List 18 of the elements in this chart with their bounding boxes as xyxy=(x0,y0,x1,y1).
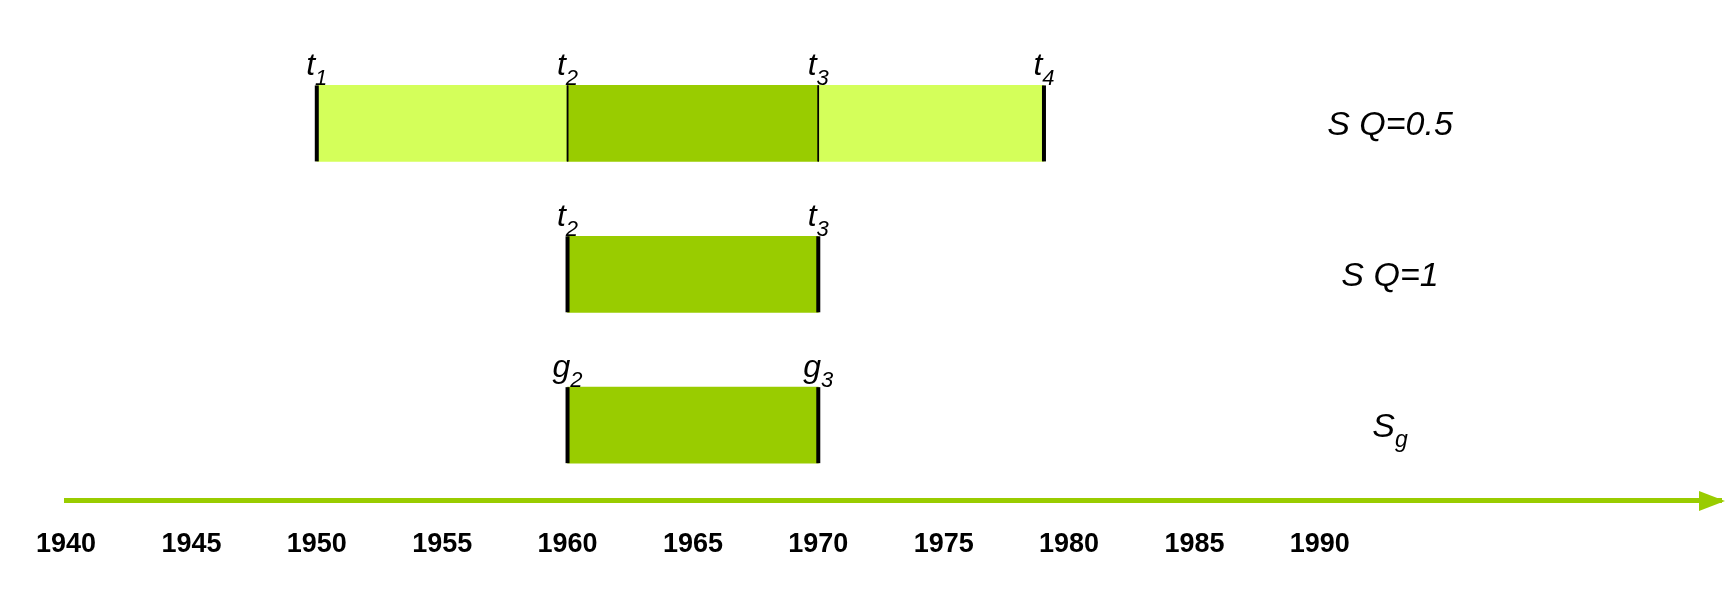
bar xyxy=(817,85,1045,162)
x-tick-label: 1945 xyxy=(161,528,222,559)
x-tick-label: 1940 xyxy=(35,528,97,559)
x-tick-label: 1950 xyxy=(286,528,347,559)
bar xyxy=(567,235,819,313)
x-tick-label: 1985 xyxy=(1164,528,1225,559)
x-tick-label: 1960 xyxy=(537,528,598,559)
x-tick-label: 1970 xyxy=(788,528,849,559)
y-tick-label: S Q=1 xyxy=(1341,255,1439,294)
x-tick-label: 1990 xyxy=(1289,528,1350,559)
x-tick-label: 1980 xyxy=(1039,528,1100,559)
y-tick-label: S Q=0.5 xyxy=(1327,104,1453,143)
bar xyxy=(567,85,819,162)
bar xyxy=(567,386,819,464)
x-tick-label: 1965 xyxy=(662,528,723,559)
x-tick-label: 1955 xyxy=(412,528,473,559)
bar xyxy=(316,85,568,162)
x-tick-label: 1975 xyxy=(913,528,974,559)
